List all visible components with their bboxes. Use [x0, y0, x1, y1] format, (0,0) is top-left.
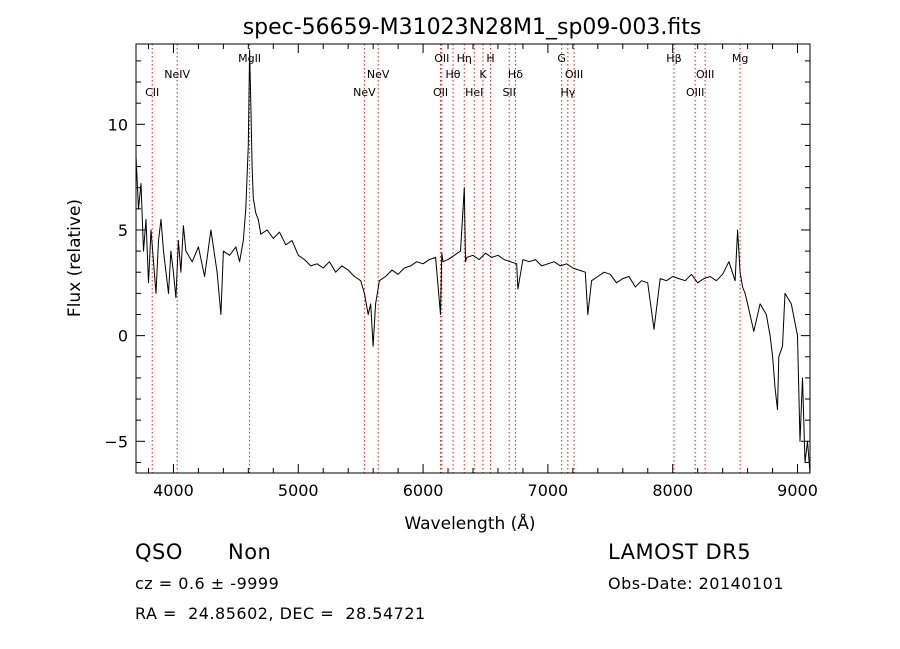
line-label: OIII: [696, 68, 714, 81]
y-tick-label: 5: [118, 221, 128, 240]
line-label: H: [486, 52, 494, 65]
line-label: Hη: [457, 52, 472, 65]
spectral-line-markers: [151, 44, 741, 473]
observation-date: Obs-Date: 20140101: [608, 574, 785, 593]
y-tick-label: 10: [108, 115, 128, 134]
line-label: OIII: [565, 68, 583, 81]
x-tick-label: 4000: [153, 481, 194, 500]
y-axis-label: Flux (relative): [65, 199, 85, 317]
line-label: CII: [145, 86, 159, 99]
line-label: NeV: [353, 86, 376, 99]
line-label: G: [557, 52, 566, 65]
spectrum-line: [135, 49, 811, 474]
redshift-readout: cz = 0.6 ± -9999: [135, 574, 280, 593]
line-label: OIII: [686, 86, 704, 99]
y-axis: −5 0 5 10: [104, 60, 810, 463]
line-label: K: [479, 68, 487, 81]
x-tick-label: 9000: [777, 481, 818, 500]
x-axis: 4000 5000 6000 7000 8000 9000: [147, 44, 818, 500]
line-label: Hδ: [508, 68, 523, 81]
y-tick-label: −5: [104, 432, 128, 451]
x-axis-label: Wavelength (Å): [404, 512, 535, 534]
object-subclass: Non: [228, 540, 272, 564]
y-tick-label: 0: [118, 327, 128, 346]
line-label: NeV: [367, 68, 390, 81]
line-label: Hβ: [666, 52, 681, 65]
spectral-line-labels: CIINeIVMgIINeVNeVOIIOIIHθHηHeIKHSIIHδGHγ…: [145, 52, 748, 99]
line-label: NeIV: [164, 68, 190, 81]
chart-title: spec-56659-M31023N28M1_sp09-003.fits: [243, 15, 702, 40]
x-tick-label: 5000: [278, 481, 319, 500]
line-label: SII: [502, 86, 515, 99]
line-label: Mg: [732, 52, 748, 65]
survey-name: LAMOST DR5: [608, 540, 752, 564]
line-label: Hγ: [560, 86, 575, 99]
x-tick-label: 6000: [403, 481, 444, 500]
object-class: QSO: [135, 540, 183, 564]
coordinates-readout: RA = 24.85602, DEC = 28.54721: [135, 604, 426, 623]
x-tick-label: 7000: [528, 481, 569, 500]
line-label: OII: [434, 52, 449, 65]
x-tick-label: 8000: [652, 481, 693, 500]
plot-frame: [135, 43, 811, 474]
line-label: OII: [433, 86, 448, 99]
line-label: HeI: [465, 86, 483, 99]
line-label: Hθ: [446, 68, 461, 81]
